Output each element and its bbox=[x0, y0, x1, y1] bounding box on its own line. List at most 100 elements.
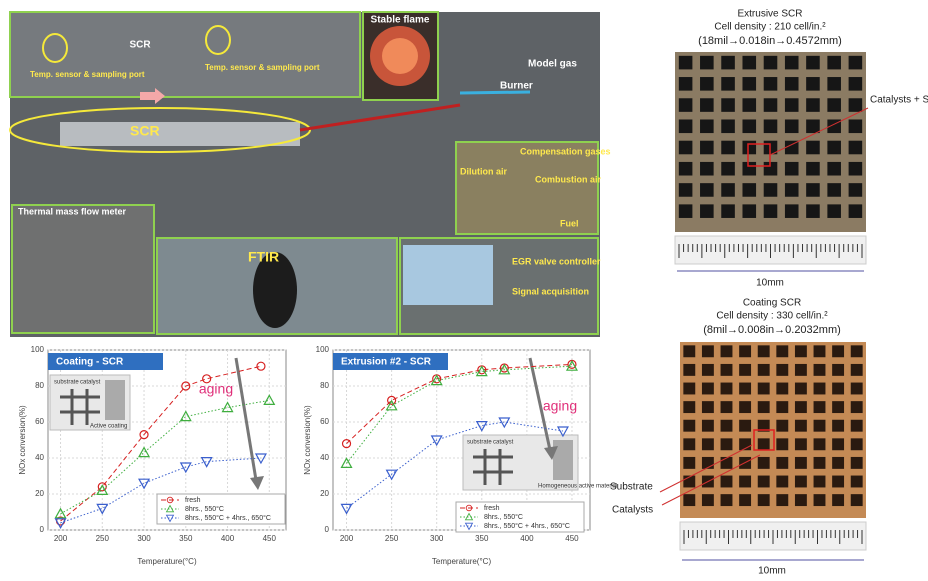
ftir-unit bbox=[253, 252, 297, 328]
aging-arrow bbox=[234, 357, 258, 481]
cell bbox=[827, 55, 841, 70]
cell bbox=[678, 161, 693, 176]
aging-arrow-head bbox=[250, 476, 264, 490]
x-tick-label: 450 bbox=[565, 534, 579, 543]
legend bbox=[455, 501, 585, 533]
cell bbox=[784, 183, 799, 197]
cell bbox=[848, 77, 863, 91]
cell bbox=[701, 456, 714, 469]
callout-line bbox=[659, 444, 753, 493]
chart-title: Coating - SCR bbox=[56, 357, 124, 368]
cell bbox=[827, 98, 841, 112]
cell bbox=[776, 363, 789, 376]
data-point bbox=[430, 435, 443, 447]
cell bbox=[806, 55, 820, 70]
cell bbox=[832, 363, 845, 376]
data-point bbox=[256, 361, 266, 371]
monitor bbox=[403, 245, 493, 305]
chart-title: Extrusion #2 - SCR bbox=[341, 357, 432, 368]
x-tick-label: 450 bbox=[263, 534, 277, 543]
y-tick-label: 80 bbox=[320, 381, 329, 390]
y-tick-label: 0 bbox=[325, 525, 330, 534]
data-point bbox=[138, 478, 151, 490]
x-tick-label: 200 bbox=[54, 534, 68, 543]
data-point bbox=[385, 399, 398, 411]
cell bbox=[776, 345, 789, 358]
chart-title-box bbox=[333, 353, 448, 370]
cell bbox=[721, 98, 735, 112]
cell bbox=[678, 55, 693, 70]
cell bbox=[701, 494, 714, 507]
cell bbox=[813, 494, 826, 507]
inset-label: catalyst bbox=[493, 440, 514, 446]
cell bbox=[742, 98, 757, 112]
photo-inset bbox=[9, 11, 361, 98]
photo-label: Combustion air bbox=[535, 174, 601, 184]
data-point bbox=[340, 457, 353, 468]
cell bbox=[813, 345, 826, 358]
data-point bbox=[430, 374, 443, 386]
photo-label: Compensation gases bbox=[520, 146, 611, 156]
cell bbox=[683, 363, 696, 376]
cell bbox=[721, 161, 735, 176]
cell bbox=[827, 204, 841, 218]
cell bbox=[806, 119, 820, 134]
legend-marker bbox=[464, 512, 474, 521]
cell bbox=[827, 183, 841, 197]
cell bbox=[763, 77, 778, 91]
cell bbox=[776, 382, 789, 395]
cell bbox=[813, 363, 826, 376]
cell bbox=[757, 475, 770, 488]
inset-label: Homogeneous active material bbox=[538, 484, 617, 490]
cell bbox=[813, 456, 826, 469]
cell bbox=[742, 55, 757, 70]
x-tick-label: 250 bbox=[385, 534, 399, 543]
cell bbox=[721, 77, 735, 91]
legend-marker bbox=[166, 496, 174, 504]
cell bbox=[701, 438, 714, 451]
cell bbox=[742, 204, 757, 218]
series-line bbox=[346, 363, 572, 444]
cell bbox=[757, 419, 770, 432]
legend-marker bbox=[464, 522, 474, 531]
cell bbox=[813, 475, 826, 488]
cell bbox=[742, 140, 757, 155]
cell bbox=[784, 161, 799, 176]
x-tick-label: 300 bbox=[430, 534, 444, 543]
cell bbox=[848, 55, 863, 70]
data-point bbox=[54, 518, 67, 530]
flame bbox=[382, 38, 418, 74]
sample-density: Cell density : 210 cell/in.² bbox=[714, 22, 826, 33]
cell bbox=[678, 140, 693, 155]
photo-label: Fuel bbox=[560, 218, 579, 228]
cell bbox=[701, 401, 714, 414]
cell bbox=[678, 204, 693, 218]
cell bbox=[678, 119, 693, 134]
photo-inset bbox=[455, 141, 599, 235]
cell bbox=[763, 98, 778, 112]
cell bbox=[794, 345, 807, 358]
cell bbox=[701, 345, 714, 358]
cell bbox=[784, 140, 799, 155]
cell bbox=[850, 382, 863, 395]
highlight bbox=[205, 25, 231, 55]
cell bbox=[794, 382, 807, 395]
cell bbox=[850, 363, 863, 376]
cell bbox=[848, 183, 863, 197]
legend-marker bbox=[165, 514, 175, 523]
inset-label: Active coating bbox=[90, 424, 127, 430]
cell bbox=[813, 419, 826, 432]
cell bbox=[806, 98, 820, 112]
cell bbox=[806, 140, 820, 155]
cell bbox=[776, 438, 789, 451]
cell bbox=[683, 456, 696, 469]
x-tick-label: 400 bbox=[221, 534, 235, 543]
callout-line bbox=[661, 454, 761, 506]
cell bbox=[784, 77, 799, 91]
aging-arrow-head bbox=[544, 446, 558, 460]
cell bbox=[739, 494, 752, 507]
data-point bbox=[475, 421, 488, 432]
data-point bbox=[200, 457, 213, 468]
sample-wall: (18mil→0.018in→0.4572mm) bbox=[698, 35, 842, 47]
